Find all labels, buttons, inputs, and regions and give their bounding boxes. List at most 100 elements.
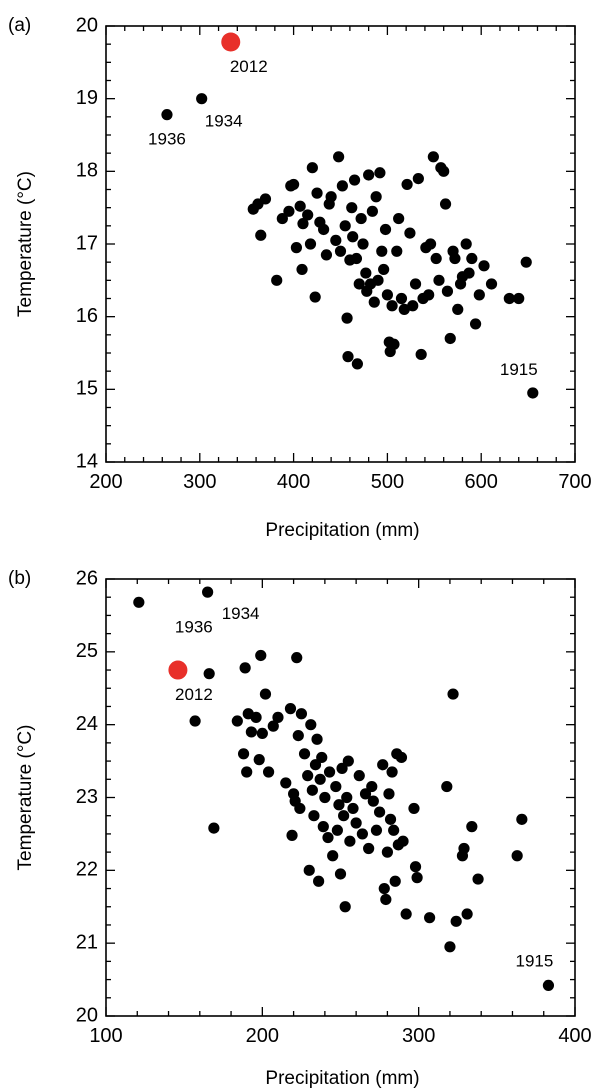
data-point	[384, 813, 397, 825]
data-point	[389, 875, 401, 887]
data-point	[503, 292, 515, 305]
data-point	[386, 766, 398, 778]
x-axis-title: Precipitation (mm)	[265, 1068, 419, 1088]
data-point	[433, 274, 445, 286]
data-point	[313, 875, 325, 887]
y-tick-label: 20	[76, 1004, 98, 1026]
data-point	[449, 252, 461, 265]
data-point	[280, 777, 292, 789]
data-point	[295, 708, 308, 720]
data-point	[250, 711, 262, 723]
data-point	[511, 850, 523, 862]
y-tick-label: 14	[76, 450, 98, 472]
data-point	[353, 770, 365, 782]
data-point	[288, 178, 300, 191]
data-point	[444, 941, 456, 953]
data-point	[314, 773, 326, 785]
data-point	[393, 212, 405, 225]
data-point	[319, 791, 331, 804]
data-point	[348, 174, 361, 186]
annotation-1934: 1934	[222, 604, 260, 623]
data-point	[409, 861, 422, 873]
data-point	[322, 831, 334, 844]
data-point	[259, 688, 272, 700]
data-point	[372, 274, 384, 286]
data-point	[336, 180, 348, 192]
data-point	[444, 332, 456, 345]
data-point	[133, 596, 145, 608]
data-point	[438, 165, 450, 177]
data-point	[397, 835, 409, 847]
data-point	[334, 868, 347, 880]
x-tick-label: 600	[465, 471, 498, 493]
data-point	[303, 864, 315, 876]
data-point	[460, 238, 472, 250]
data-point	[338, 810, 350, 822]
data-point	[357, 238, 369, 250]
data-point	[366, 205, 378, 217]
data-point	[350, 252, 363, 265]
data-point	[336, 762, 348, 774]
data-point	[203, 668, 215, 680]
data-point	[283, 205, 295, 217]
annotation-2012: 2012	[175, 685, 213, 704]
data-point	[469, 318, 482, 330]
data-point	[290, 242, 303, 254]
data-point	[276, 212, 288, 225]
data-point	[461, 908, 473, 920]
data-point	[439, 198, 452, 210]
x-tick-label: 400	[558, 1025, 591, 1047]
data-point	[368, 296, 380, 308]
data-point	[318, 223, 330, 236]
data-point	[353, 278, 365, 290]
data-point	[237, 748, 250, 760]
data-point	[359, 788, 372, 800]
data-point	[441, 780, 453, 793]
data-point	[304, 238, 317, 250]
data-point	[202, 586, 214, 598]
data-point	[323, 766, 336, 778]
data-point	[378, 263, 390, 276]
y-tick-label: 19	[76, 87, 98, 109]
data-point	[253, 754, 265, 766]
data-point	[262, 766, 275, 778]
plot-frame	[105, 578, 576, 1017]
data-point	[317, 821, 329, 833]
data-point	[401, 178, 413, 191]
data-point	[196, 93, 208, 105]
data-point	[381, 289, 393, 301]
data-point	[308, 810, 320, 822]
data-point	[298, 748, 311, 760]
data-point	[241, 766, 253, 778]
data-point	[305, 719, 317, 731]
data-point	[381, 846, 393, 858]
data-point	[478, 260, 490, 272]
data-point	[472, 873, 484, 885]
data-point	[383, 788, 395, 800]
data-point	[302, 770, 314, 782]
data-point	[356, 828, 368, 840]
data-point	[272, 711, 284, 723]
x-tick-label: 500	[371, 471, 404, 493]
data-point	[391, 245, 403, 257]
data-point	[441, 285, 454, 297]
y-tick-label: 22	[76, 859, 98, 881]
data-point	[311, 187, 323, 199]
data-point	[320, 249, 333, 261]
data-point	[296, 263, 308, 276]
data-point	[360, 267, 372, 279]
data-point	[411, 872, 423, 884]
data-point	[423, 289, 435, 301]
data-point	[367, 795, 379, 807]
data-point	[239, 662, 251, 674]
data-point	[297, 218, 309, 230]
data-point	[267, 720, 279, 732]
y-tick-label: 18	[76, 160, 98, 182]
data-point	[311, 733, 323, 745]
data-point	[473, 289, 485, 301]
data-point	[351, 358, 363, 370]
y-tick-label: 25	[76, 640, 98, 662]
y-axis-title: Temperature (°C)	[15, 171, 36, 317]
data-point	[452, 303, 464, 315]
x-tick-label: 700	[558, 471, 591, 493]
